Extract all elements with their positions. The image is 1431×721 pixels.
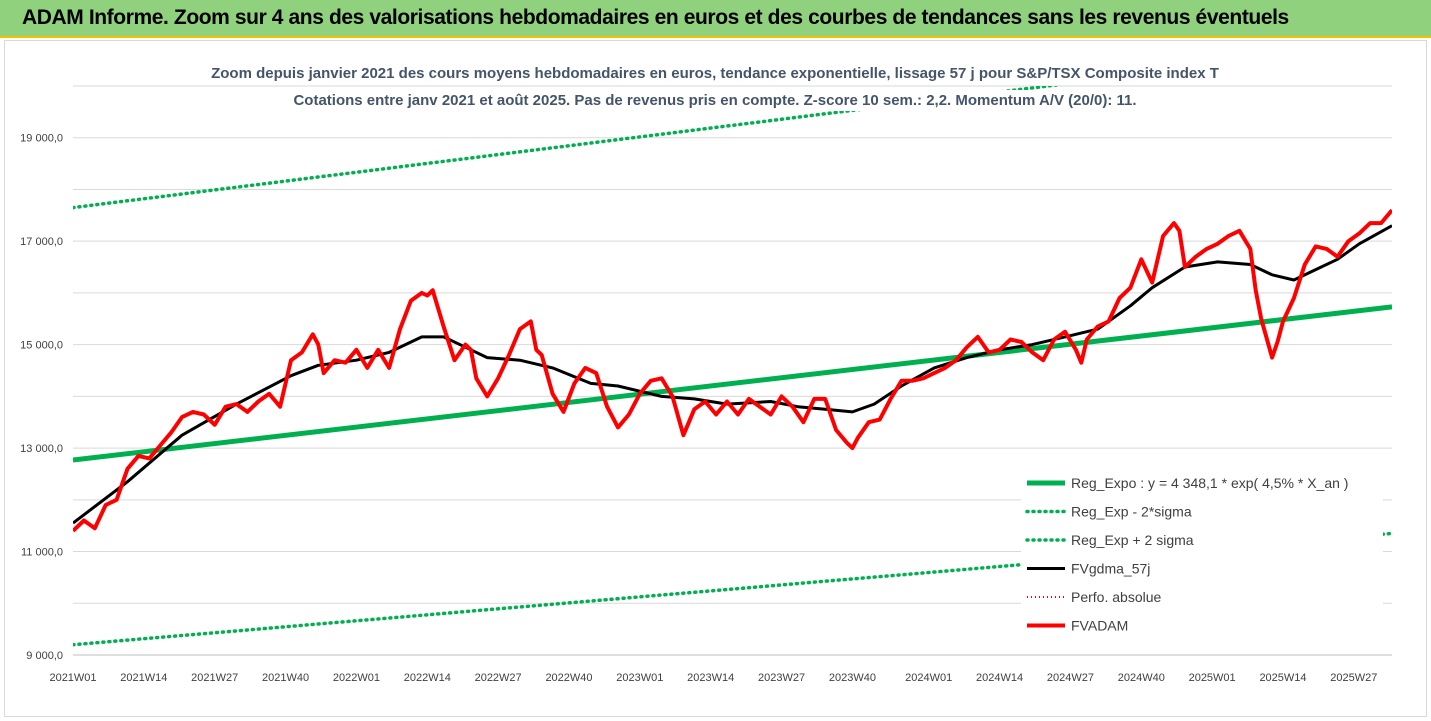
chart-title: Zoom depuis janvier 2021 des cours moyen… — [211, 65, 1219, 82]
y-tick-label: 11 000,0 — [21, 547, 63, 559]
legend: Reg_Expo : y = 4 348,1 * exp( 4,5% * X_a… — [1021, 467, 1383, 644]
chart-title-group: Zoom depuis janvier 2021 des cours moyen… — [207, 63, 1223, 111]
legend-entry: Perfo. absolue — [1071, 589, 1161, 605]
page-title: ADAM Informe. Zoom sur 4 ans des valoris… — [22, 6, 1289, 29]
x-tick-label: 2021W27 — [191, 672, 238, 684]
series-line-1 — [73, 86, 1063, 210]
title-background — [207, 63, 1223, 84]
legend-entry: FVgdma_57j — [1071, 561, 1150, 577]
chart-frame — [4, 40, 1427, 717]
title-background — [289, 90, 1141, 111]
x-tick-label: 2021W40 — [262, 672, 309, 684]
x-tick-label: 2024W14 — [976, 672, 1023, 684]
legend-entry: Reg_Expo : y = 4 348,1 * exp( 4,5% * X_a… — [1071, 475, 1348, 491]
x-tick-label: 2023W40 — [829, 672, 876, 684]
x-tick-label: 2021W01 — [49, 672, 96, 684]
x-tick-label: 2024W40 — [1118, 672, 1165, 684]
x-tick-label: 2025W14 — [1259, 672, 1306, 684]
x-tick-label: 2024W27 — [1047, 672, 1094, 684]
legend-entry: Reg_Exp - 2*sigma — [1071, 504, 1192, 520]
x-tick-label: 2025W27 — [1330, 672, 1377, 684]
y-tick-label: 9 000,0 — [26, 650, 63, 662]
y-tick-label: 19 000,0 — [20, 133, 63, 145]
x-tick-label: 2023W14 — [687, 672, 734, 684]
x-tick-label: 2021W14 — [120, 672, 167, 684]
y-tick-label: 15 000,0 — [20, 340, 63, 352]
x-tick-label: 2023W01 — [616, 672, 663, 684]
page-header: ADAM Informe. Zoom sur 4 ans des valoris… — [0, 0, 1431, 38]
legend-entry: FVADAM — [1071, 618, 1128, 634]
legend-entry: Reg_Exp + 2 sigma — [1071, 532, 1194, 548]
legend-background — [1021, 467, 1383, 644]
x-tick-label: 2022W27 — [475, 672, 522, 684]
x-tick-label: 2022W14 — [404, 672, 451, 684]
x-tick-label: 2023W27 — [758, 672, 805, 684]
x-tick-label: 2024W01 — [905, 672, 952, 684]
y-axis-labels: 9 000,0 11 000,0 13 000,0 15 000,0 17 000,0 1… — [20, 133, 63, 662]
chart-subtitle: Cotations entre janv 2021 et août 2025. … — [293, 92, 1136, 109]
series-line-5 — [73, 208, 1392, 533]
x-tick-label: 2025W01 — [1189, 672, 1236, 684]
x-tick-label: 2022W01 — [333, 672, 380, 684]
x-axis-labels: 2021W01 2021W14 2021W27 2021W40 2022W01 2022W… — [49, 672, 1377, 684]
y-tick-label: 13 000,0 — [20, 443, 63, 455]
x-tick-label: 2022W40 — [545, 672, 592, 684]
series-line-0 — [73, 304, 1392, 463]
y-tick-label: 17 000,0 — [20, 236, 63, 248]
